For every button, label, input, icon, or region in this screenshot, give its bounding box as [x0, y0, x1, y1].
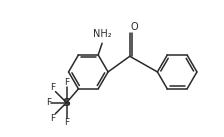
- Text: F: F: [46, 98, 51, 107]
- Text: F: F: [50, 83, 56, 92]
- Text: F: F: [64, 118, 69, 127]
- Text: S: S: [62, 98, 71, 108]
- Text: F: F: [64, 78, 69, 87]
- Text: F: F: [50, 114, 56, 123]
- Text: O: O: [131, 22, 138, 32]
- Text: NH₂: NH₂: [93, 29, 111, 39]
